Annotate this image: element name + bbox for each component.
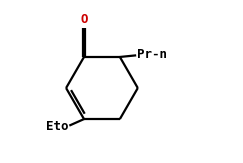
Text: O: O	[80, 13, 88, 26]
Text: Eto: Eto	[46, 120, 69, 133]
Text: Pr-n: Pr-n	[137, 48, 167, 61]
